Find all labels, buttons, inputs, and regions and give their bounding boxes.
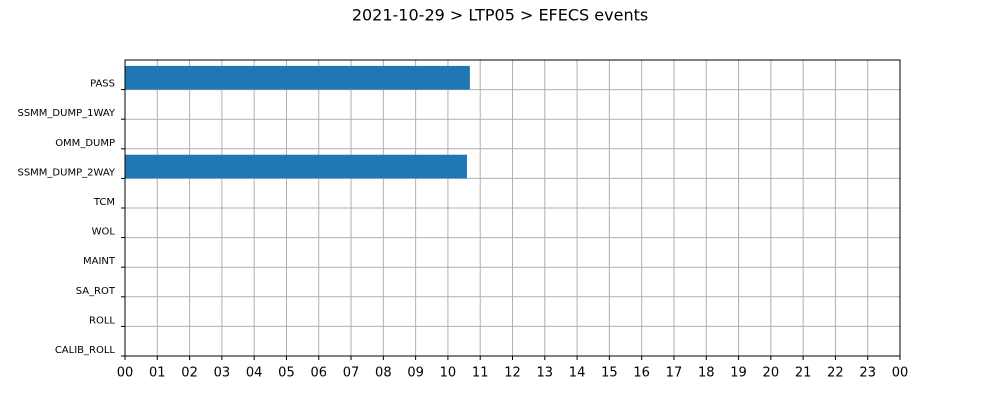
x-tick-label: 20 xyxy=(763,366,780,381)
x-tick-label: 10 xyxy=(440,366,457,381)
y-tick-label: ROLL xyxy=(89,315,115,326)
x-tick-label: 13 xyxy=(537,366,554,381)
y-tick-label: SSMM_DUMP_1WAY xyxy=(17,108,115,119)
x-tick-label: 05 xyxy=(278,366,295,381)
x-tick-label: 22 xyxy=(827,366,844,381)
x-tick-label: 02 xyxy=(181,366,198,381)
y-tick-label: OMM_DUMP xyxy=(55,138,115,149)
y-tick-label: SA_ROT xyxy=(76,286,116,297)
plot-frame xyxy=(124,59,901,357)
x-tick-label: 23 xyxy=(859,366,876,381)
x-tick-label: 17 xyxy=(666,366,683,381)
x-tick-label: 19 xyxy=(730,366,747,381)
x-tick-label: 00 xyxy=(892,366,909,381)
x-tick-label: 07 xyxy=(343,366,360,381)
x-tick-label: 16 xyxy=(633,366,650,381)
x-tick-label: 18 xyxy=(698,366,715,381)
x-tick-label: 03 xyxy=(214,366,231,381)
x-tick-label: 08 xyxy=(375,366,392,381)
x-tick-label: 00 xyxy=(117,366,134,381)
bar xyxy=(125,65,470,90)
x-tick-label: 14 xyxy=(569,366,586,381)
y-tick-label: WOL xyxy=(92,227,116,238)
x-tick-label: 21 xyxy=(795,366,812,381)
x-tick-label: 11 xyxy=(472,366,489,381)
x-tick-label: 01 xyxy=(149,366,166,381)
y-tick-label: TCM xyxy=(93,197,115,208)
chart-title: 2021-10-29 > LTP05 > EFECS events xyxy=(352,6,648,25)
y-tick-label: SSMM_DUMP_2WAY xyxy=(17,167,115,178)
x-tick-label: 06 xyxy=(310,366,327,381)
x-tick-label: 04 xyxy=(246,366,263,381)
x-tick-label: 09 xyxy=(407,366,424,381)
y-tick-label: PASS xyxy=(90,79,115,90)
y-tick-label: CALIB_ROLL xyxy=(55,345,116,356)
x-tick-label: 12 xyxy=(504,366,521,381)
x-tick-label: 15 xyxy=(601,366,618,381)
y-tick-label: MAINT xyxy=(83,256,116,267)
bar xyxy=(125,154,467,179)
